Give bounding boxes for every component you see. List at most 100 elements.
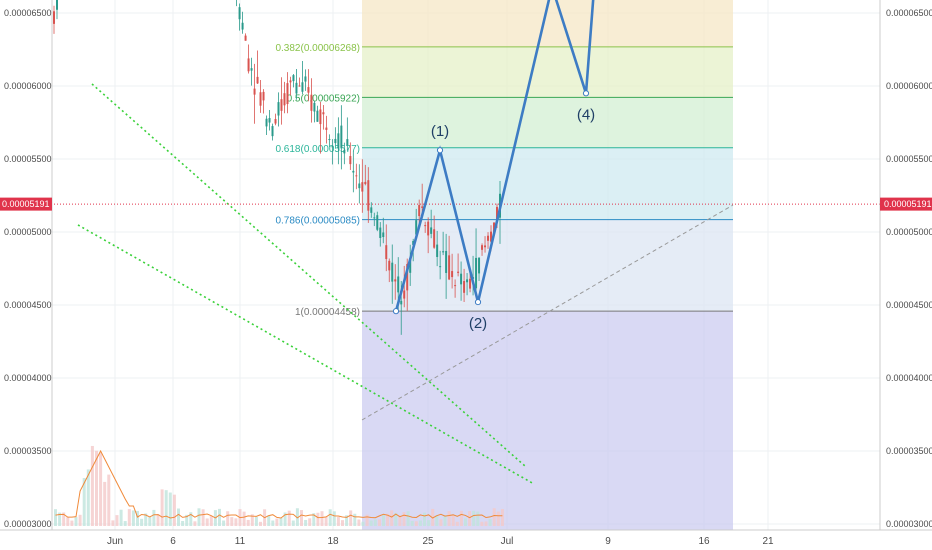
candle-body — [430, 227, 433, 234]
price-tick-label: 0.00003500 — [886, 446, 932, 456]
candle-body — [424, 225, 427, 227]
candle-body — [352, 170, 355, 173]
candle-body — [298, 85, 301, 87]
volume-bar — [316, 512, 320, 526]
volume-bar — [390, 510, 394, 526]
volume-bar — [275, 518, 279, 526]
volume-bar — [492, 508, 496, 526]
volume-bar — [226, 511, 230, 526]
volume-bar — [361, 521, 365, 526]
candle-body — [439, 266, 442, 268]
candle-body — [256, 76, 259, 84]
candle-body — [244, 35, 247, 41]
channel-upper-line[interactable] — [91, 83, 526, 467]
price-tick-label: 0.00006500 — [886, 8, 932, 18]
candle-body — [397, 276, 400, 293]
candle-body — [337, 133, 340, 149]
wave-label: (2) — [469, 315, 487, 332]
wave-point[interactable] — [436, 147, 444, 154]
price-tick-label: 0.00003000 — [4, 519, 52, 529]
candle-body — [301, 82, 304, 92]
wave-point[interactable] — [582, 90, 590, 97]
volume-bar — [324, 516, 328, 526]
volume-bar — [377, 519, 381, 526]
volume-bar — [341, 520, 344, 526]
svg-text:0.00005191: 0.00005191 — [2, 199, 50, 209]
volume-bar — [111, 520, 115, 526]
volume-bar — [103, 481, 107, 526]
candle-body — [376, 215, 379, 230]
candle-body — [400, 300, 403, 305]
volume-bar — [308, 518, 312, 526]
volume-bar — [410, 520, 414, 526]
time-tick-label: 16 — [698, 536, 710, 547]
candle-body — [247, 58, 250, 72]
volume-bar — [234, 518, 238, 526]
volume-bar — [82, 478, 86, 526]
time-tick-label: 9 — [605, 536, 611, 547]
volume-bar — [451, 515, 455, 526]
candle-body — [460, 273, 463, 285]
candle-body — [340, 125, 343, 148]
volume-bar — [267, 515, 271, 526]
elliott-wave-points[interactable] — [392, 0, 604, 315]
price-tick-label: 0.00005500 — [4, 154, 52, 164]
candle-body — [478, 257, 481, 274]
candle-body — [53, 11, 55, 24]
candle-body — [310, 94, 313, 111]
volume-bar — [185, 514, 189, 526]
fib-zone — [362, 147, 733, 220]
price-tick-label: 0.00003000 — [886, 519, 932, 529]
elliott-wave-path[interactable] — [394, 0, 602, 312]
volume-bar — [271, 520, 275, 526]
volume-bar — [406, 511, 410, 526]
price-tick-label: 0.00006000 — [4, 81, 52, 91]
candle-body — [451, 271, 454, 278]
candle-body — [385, 245, 388, 260]
volume-bar — [455, 521, 459, 526]
volume-bar — [427, 520, 431, 526]
price-candles — [53, 0, 501, 335]
elliott-wave-labels: (1)(2)(3)(4)(5) — [431, 106, 595, 332]
wave-point[interactable] — [392, 308, 400, 315]
candle-body — [487, 235, 490, 241]
volume-bar — [382, 514, 385, 526]
time-axis[interactable]: Jun 6 11 18 25 Jul 9 16 21 — [107, 536, 774, 547]
price-tick-label: 0.00003500 — [4, 446, 52, 456]
volume-bar — [136, 510, 139, 526]
volume-bar — [66, 517, 70, 526]
candle-body — [295, 82, 298, 94]
volume-bar — [242, 511, 246, 526]
volume-bar — [201, 509, 205, 526]
volume-bar — [209, 516, 213, 526]
price-axis-left[interactable]: 0.00003000 0.00003500 0.00004000 0.00004500… — [4, 0, 52, 529]
candle-body — [259, 92, 262, 106]
volume-bar — [328, 509, 332, 526]
volume-bar — [74, 517, 78, 526]
volume-bar — [246, 519, 250, 526]
volume-bar — [259, 521, 262, 526]
wave-point[interactable] — [474, 298, 482, 306]
volume-bar — [386, 513, 390, 526]
volume-bar — [205, 518, 209, 526]
price-axis-right[interactable]: 0.00003000 0.00003500 0.00004000 0.00004500… — [886, 0, 932, 529]
fib-zone — [362, 97, 733, 148]
volume-bar — [480, 521, 484, 526]
fib-retracement-zones[interactable]: 0(0.00007387)0.236(0.00006696)0.382(0.00… — [275, 0, 733, 530]
candle-body — [403, 290, 406, 299]
candle-body — [358, 183, 361, 189]
volume-bar — [418, 520, 422, 526]
candle-body — [289, 80, 292, 83]
volume-bar — [172, 494, 176, 526]
candle-body — [361, 182, 364, 192]
volume-bar — [86, 469, 90, 526]
volume-bar — [459, 510, 463, 526]
fib-level-label: 0.786(0.00005085) — [275, 216, 360, 227]
candle-body — [481, 245, 484, 250]
fib-trend-line[interactable] — [361, 204, 734, 421]
candle-body — [55, 0, 58, 10]
candle-body — [328, 139, 331, 141]
fib-level-label: 0.382(0.00006268) — [275, 43, 360, 54]
time-tick-label: 6 — [170, 536, 176, 547]
